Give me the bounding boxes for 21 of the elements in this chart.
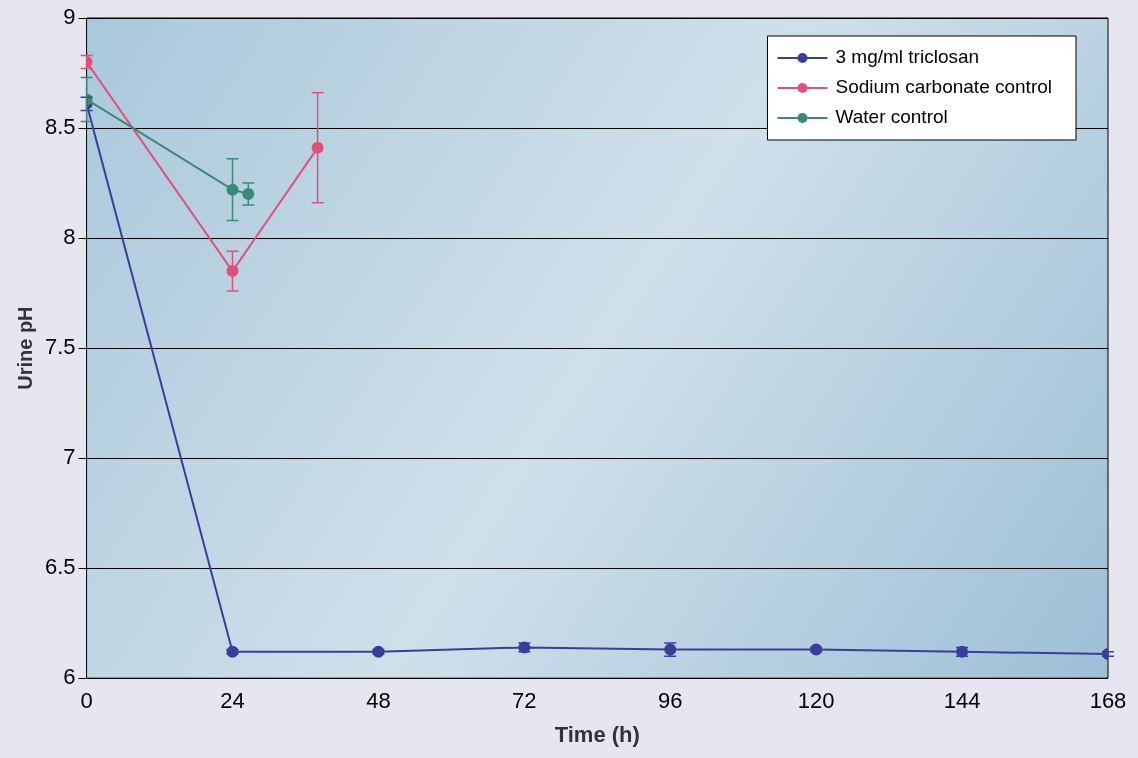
y-tick-label: 6 xyxy=(63,664,76,690)
x-tick-label: 144 xyxy=(943,688,981,714)
x-tick-label: 120 xyxy=(797,688,835,714)
legend-label: Sodium carbonate control xyxy=(835,76,1052,98)
legend-label: 3 mg/ml triclosan xyxy=(835,46,980,68)
legend-label: Water control xyxy=(835,106,948,128)
y-tick-label: 8 xyxy=(63,224,76,250)
y-tick-label: 7 xyxy=(63,444,76,470)
y-tick-label: 6.5 xyxy=(44,554,76,580)
x-tick-label: 168 xyxy=(1089,688,1127,714)
y-tick-label: 8.5 xyxy=(44,114,76,140)
y-tick-label: 9 xyxy=(63,4,76,30)
x-tick-label: 96 xyxy=(658,688,683,714)
x-tick-label: 24 xyxy=(220,688,245,714)
x-axis-title: Time (h) xyxy=(554,721,640,747)
y-axis-title: Urine pH xyxy=(13,306,36,390)
y-tick-label: 7.5 xyxy=(44,334,76,360)
x-tick-label: 48 xyxy=(366,688,391,714)
x-tick-label: 72 xyxy=(512,688,537,714)
point xyxy=(242,188,255,201)
x-tick-label: 0 xyxy=(80,688,93,714)
